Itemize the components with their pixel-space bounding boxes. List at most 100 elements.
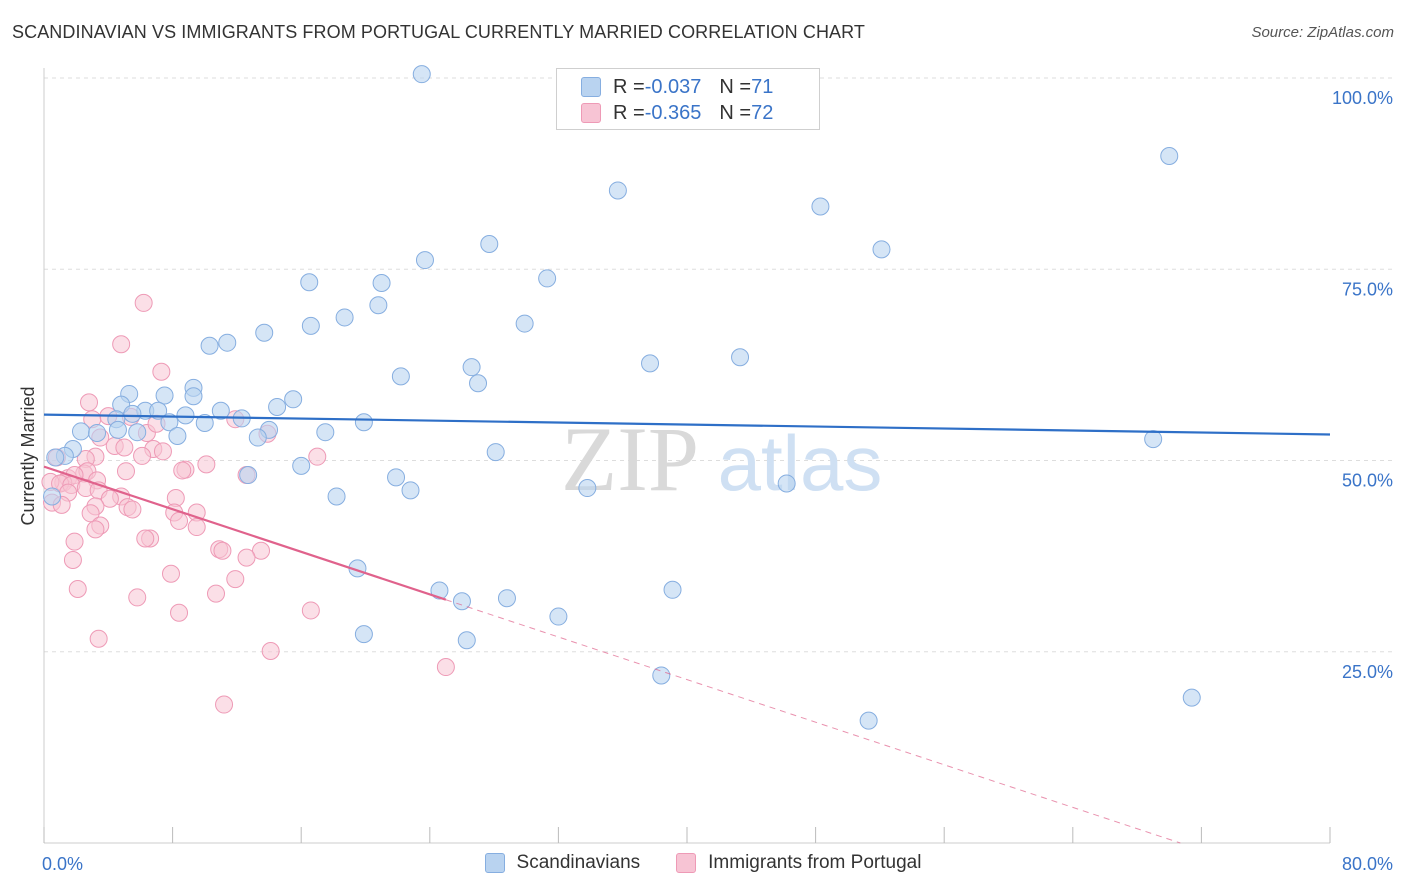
- scandinavian-point: [578, 479, 597, 498]
- trend-lines: [43, 413, 1331, 844]
- portugal-point: [112, 335, 131, 354]
- scandinavian-point: [128, 423, 147, 442]
- portugal-point: [123, 500, 142, 519]
- scandinavian-point: [401, 481, 420, 500]
- bottom-legend-label: Scandinavians: [516, 852, 641, 873]
- scandinavian-point: [415, 251, 434, 270]
- scandinavian-point: [327, 487, 346, 506]
- scandinavian-point: [486, 443, 505, 462]
- bottom-legend-scandinavians[interactable]: Scandinavians: [484, 852, 641, 874]
- portugal-point: [226, 570, 245, 589]
- scandinavian-point: [872, 240, 891, 259]
- scandinavian-point: [218, 333, 237, 352]
- portugal-point: [237, 548, 256, 567]
- scandinavian-point: [316, 423, 335, 442]
- portugal-point: [213, 541, 232, 560]
- scandinavian-point: [255, 323, 274, 342]
- portugal-point: [187, 518, 206, 537]
- chart-title: SCANDINAVIAN VS IMMIGRANTS FROM PORTUGAL…: [12, 22, 866, 42]
- scandinavian-point: [372, 274, 391, 293]
- scandinavian-point: [300, 273, 319, 292]
- scandinavian-point: [430, 581, 449, 600]
- scandinavian-point: [248, 428, 267, 447]
- scandinavian-point: [71, 422, 90, 441]
- legend-r-label: R =: [613, 101, 645, 124]
- scandinavian-point: [731, 348, 750, 367]
- scandinavian-point: [469, 374, 488, 393]
- scandinavian-point: [108, 420, 127, 439]
- portugal-point: [65, 532, 84, 551]
- bottom-legend-portugal[interactable]: Immigrants from Portugal: [676, 852, 921, 874]
- scandinavian-point: [301, 316, 320, 335]
- watermark: ZIP atlas: [561, 408, 882, 510]
- portugal-point: [173, 461, 192, 480]
- portugal-point: [116, 462, 135, 481]
- portugal-point: [153, 442, 172, 461]
- legend-row-scandinavians: R = -0.037 N = 71: [581, 74, 773, 100]
- scandinavians-trend-line: [43, 413, 1331, 436]
- portugal-point: [152, 362, 171, 381]
- y-tick-label: 25.0%: [1342, 662, 1393, 682]
- scandinavian-point: [391, 367, 410, 386]
- scandinavian-point: [515, 314, 534, 333]
- legend-r-value: -0.365: [644, 101, 702, 124]
- x-tick-label: 80.0%: [1342, 854, 1393, 874]
- portugal-point: [161, 564, 180, 583]
- scandinavian-point: [462, 358, 481, 377]
- scandinavian-point: [497, 589, 516, 608]
- scandinavian-point: [123, 404, 142, 423]
- portugal-point: [261, 641, 280, 660]
- scandinavian-point: [652, 666, 671, 685]
- scandinavian-point: [88, 423, 107, 442]
- scandinavian-point: [46, 448, 65, 467]
- scandinavian-point: [160, 413, 179, 432]
- y-tick-label: 50.0%: [1342, 471, 1393, 491]
- scandinavian-point: [155, 386, 174, 405]
- portugal-point: [170, 511, 189, 530]
- series-portugal-points: [41, 293, 455, 714]
- portugal-point: [68, 580, 87, 599]
- scandinavian-point: [641, 354, 660, 373]
- portugal-point: [197, 455, 216, 474]
- portugal-point: [170, 603, 189, 622]
- legend-r-label: R =: [613, 75, 645, 98]
- scandinavian-point: [608, 181, 627, 200]
- scandinavian-point: [354, 413, 373, 432]
- portugal-point: [134, 293, 153, 312]
- scandinavian-point: [239, 466, 258, 485]
- portugal-point: [308, 447, 327, 466]
- bottom-legend: Scandinavians Immigrants from Portugal: [0, 852, 1406, 874]
- scandinavian-point: [1182, 688, 1201, 707]
- legend-row-portugal: R = -0.365 N = 72: [581, 100, 773, 126]
- scandinavian-point: [480, 235, 499, 254]
- scandinavian-point: [811, 197, 830, 216]
- portugal-trend-line: [43, 465, 447, 601]
- y-tick-label: 100.0%: [1332, 88, 1393, 108]
- series-scandinavians-points: [43, 65, 1201, 730]
- legend-swatch-pink: [581, 103, 601, 123]
- scandinavian-point: [284, 390, 303, 409]
- portugal-point: [207, 584, 226, 603]
- legend-r-value: -0.037: [644, 75, 702, 98]
- legend-n-label: N =: [719, 101, 752, 124]
- portugal-point: [436, 658, 455, 677]
- scandinavian-point: [335, 308, 354, 327]
- scandinavian-point: [387, 468, 406, 487]
- scandinavian-point: [43, 487, 62, 506]
- portugal-point: [301, 601, 320, 620]
- legend-n-label: N =: [719, 75, 752, 98]
- portugal-point: [136, 529, 155, 548]
- legend-n-value: 71: [751, 75, 774, 98]
- watermark-atlas: atlas: [718, 419, 883, 507]
- portugal-trend-extension: [445, 599, 1181, 844]
- portugal-point: [133, 446, 152, 465]
- legend-n-value: 72: [751, 101, 774, 124]
- scandinavian-point: [149, 401, 168, 420]
- portugal-point: [128, 588, 147, 607]
- scandinavian-point: [457, 631, 476, 650]
- y-axis-label: Currently Married: [18, 386, 38, 525]
- scandinavian-point: [184, 387, 203, 406]
- portugal-point: [215, 695, 234, 714]
- tick-labels: 25.0% 50.0% 75.0% 100.0% 0.0% 80.0%: [42, 88, 1393, 874]
